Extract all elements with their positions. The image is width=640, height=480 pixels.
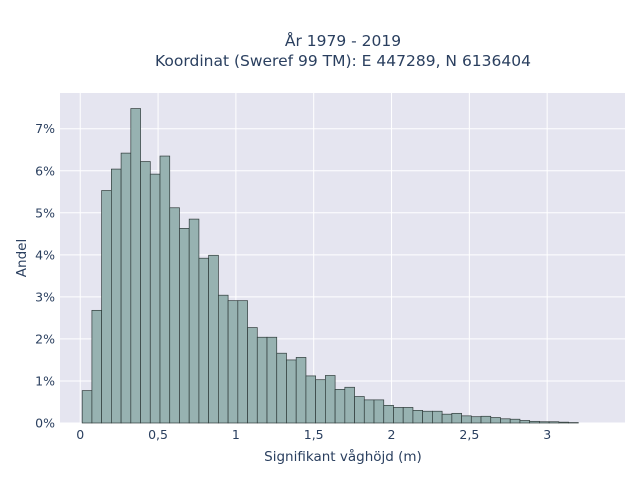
x-tick-label: 2 bbox=[388, 427, 396, 442]
bar-28 bbox=[354, 396, 365, 424]
bar-14 bbox=[218, 294, 229, 424]
bar-44 bbox=[509, 418, 521, 424]
bar-49 bbox=[558, 421, 569, 424]
bar-12 bbox=[198, 257, 209, 424]
x-tick-label: 3 bbox=[543, 427, 551, 442]
bar-34 bbox=[412, 410, 424, 424]
y-axis-ticks: 0% 1% 2% 3% 4% 5% 6% 7% bbox=[35, 121, 55, 430]
bar-32 bbox=[393, 407, 404, 424]
x-tick-label: 0,5 bbox=[148, 427, 168, 442]
bar-47 bbox=[539, 421, 550, 424]
bar-22 bbox=[295, 357, 307, 424]
bar-5 bbox=[130, 108, 141, 424]
bar-24 bbox=[315, 379, 326, 424]
bar-35 bbox=[422, 410, 433, 424]
bar-10 bbox=[179, 228, 190, 424]
bar-16 bbox=[237, 300, 248, 424]
y-tick-label: 2% bbox=[35, 331, 55, 346]
bar-25 bbox=[325, 375, 336, 424]
bar-2 bbox=[101, 190, 112, 424]
bar-33 bbox=[402, 407, 414, 424]
bar-21 bbox=[286, 359, 297, 424]
bar-41 bbox=[480, 415, 492, 424]
bar-19 bbox=[266, 336, 278, 424]
bar-29 bbox=[363, 399, 375, 424]
bar-48 bbox=[548, 421, 560, 424]
x-tick-label: 1,5 bbox=[304, 427, 324, 442]
y-tick-label: 4% bbox=[35, 247, 55, 262]
bar-40 bbox=[470, 416, 482, 424]
bar-0 bbox=[81, 390, 93, 424]
y-tick-label: 1% bbox=[35, 373, 55, 388]
chart-title-line2: Koordinat (Sweref 99 TM): E 447289, N 61… bbox=[155, 52, 531, 70]
chart-title-line1: År 1979 - 2019 bbox=[285, 31, 401, 50]
bar-46 bbox=[529, 420, 540, 424]
bar-4 bbox=[120, 152, 132, 424]
bar-39 bbox=[461, 415, 472, 424]
bar-7 bbox=[149, 173, 161, 424]
bar-17 bbox=[247, 327, 258, 424]
x-tick-label: 0 bbox=[76, 427, 84, 442]
bar-8 bbox=[159, 155, 171, 424]
bar-15 bbox=[227, 300, 239, 424]
bar-18 bbox=[256, 336, 268, 424]
bar-3 bbox=[111, 168, 122, 424]
bar-26 bbox=[334, 389, 346, 424]
y-tick-label: 0% bbox=[35, 416, 55, 431]
x-axis-title: Signifikant våghöjd (m) bbox=[264, 448, 422, 465]
bar-6 bbox=[140, 161, 151, 424]
bar-27 bbox=[344, 386, 355, 424]
bar-42 bbox=[490, 417, 501, 424]
bar-45 bbox=[519, 420, 531, 424]
bar-30 bbox=[373, 399, 385, 424]
y-tick-label: 7% bbox=[35, 121, 55, 136]
bar-20 bbox=[276, 352, 287, 424]
x-axis-ticks: 0 0,5 1 1,5 2 2,5 3 bbox=[76, 427, 551, 442]
x-tick-label: 2,5 bbox=[459, 427, 479, 442]
y-tick-label: 6% bbox=[35, 163, 55, 178]
y-tick-label: 5% bbox=[35, 205, 55, 220]
bar-43 bbox=[500, 418, 511, 424]
bar-31 bbox=[383, 404, 394, 424]
bar-23 bbox=[305, 375, 317, 424]
bar-37 bbox=[441, 413, 453, 424]
bar-36 bbox=[432, 410, 443, 424]
bar-13 bbox=[208, 254, 219, 424]
y-tick-label: 3% bbox=[35, 289, 55, 304]
bars bbox=[81, 108, 579, 424]
bar-1 bbox=[91, 309, 102, 424]
bar-38 bbox=[451, 412, 462, 424]
x-tick-label: 1 bbox=[232, 427, 240, 442]
bar-9 bbox=[169, 207, 180, 424]
bar-11 bbox=[188, 218, 200, 424]
y-axis-title: Andel bbox=[14, 239, 30, 277]
